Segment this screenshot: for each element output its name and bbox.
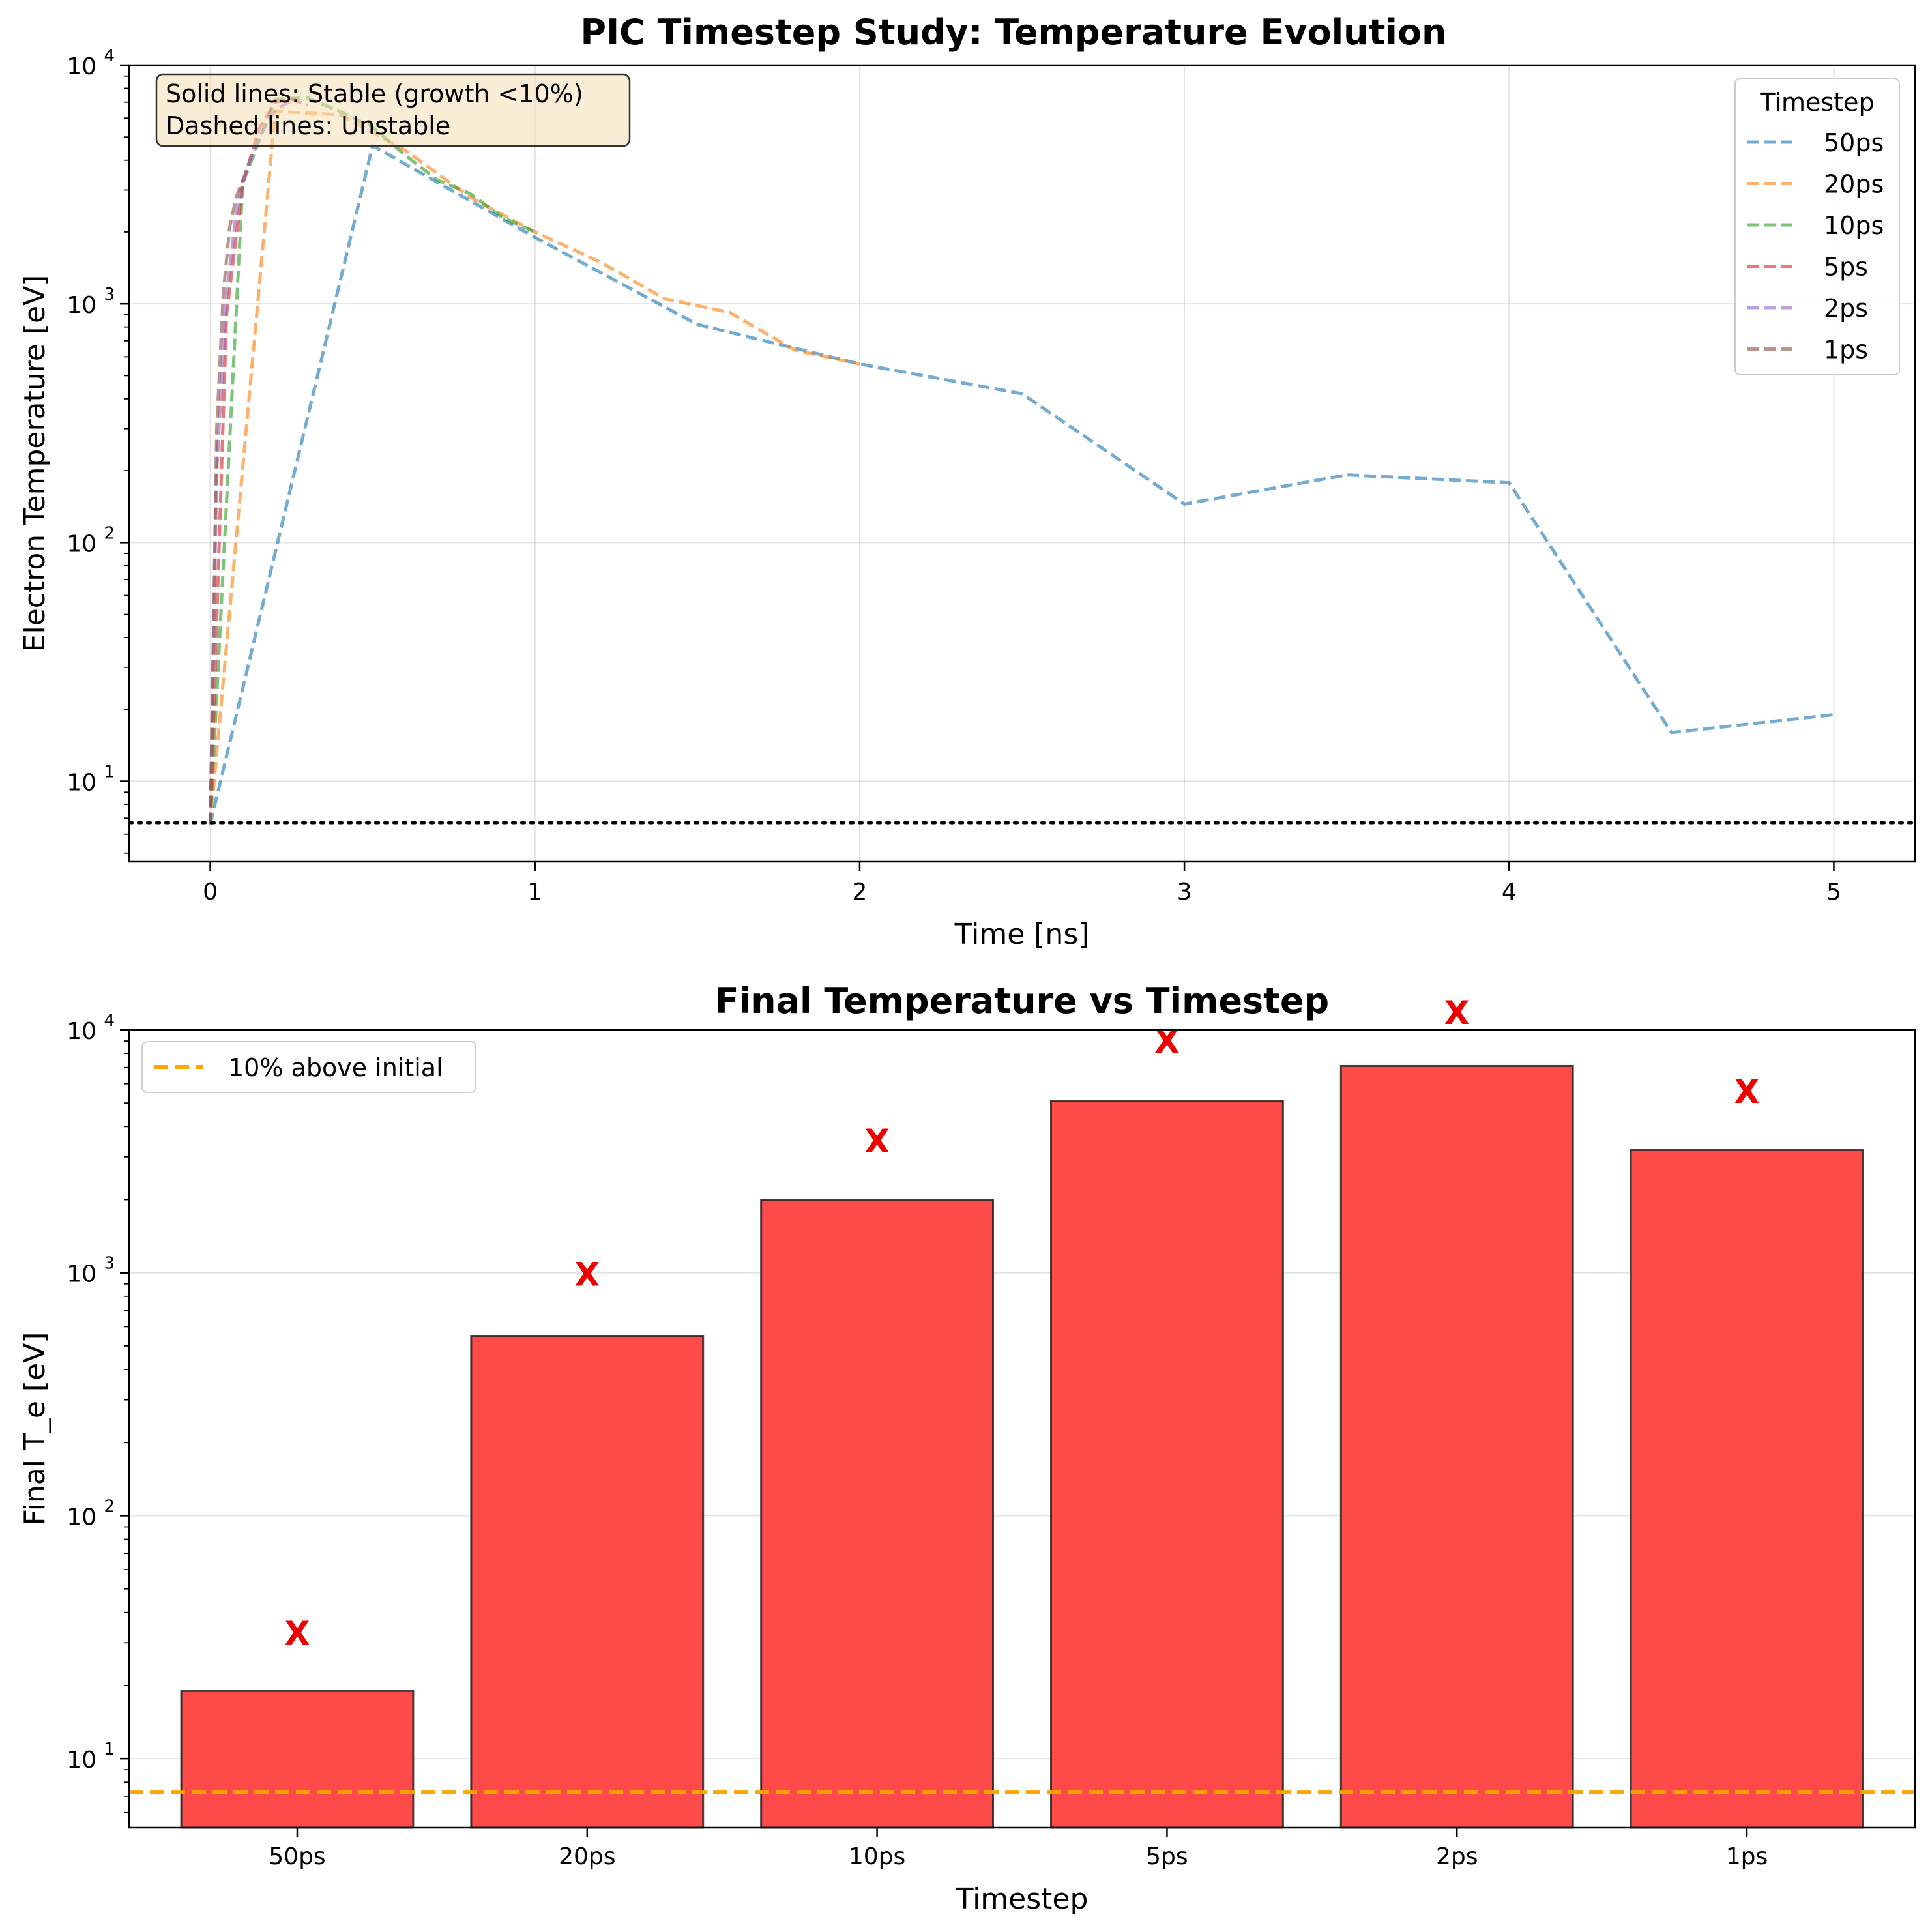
series-line-20ps xyxy=(209,110,860,825)
series-lines xyxy=(209,96,1834,825)
y-tick-label-exponent: 2 xyxy=(104,1497,115,1516)
series-line-1ps xyxy=(209,179,244,825)
x-tick-label: 3 xyxy=(1177,879,1192,905)
legend-label-reference: 10% above initial xyxy=(228,1053,443,1082)
plot-frame xyxy=(128,64,1916,863)
y-axis-label: Electron Temperature [eV] xyxy=(18,275,51,652)
chart-title: PIC Timestep Study: Temperature Evolutio… xyxy=(581,12,1447,53)
x-tick-label: 0 xyxy=(203,879,218,905)
legend-frame xyxy=(1734,78,1900,375)
x-axis-ticks: 0 1 2 3 4 5 xyxy=(203,862,1841,905)
x-tick-label: 2ps xyxy=(1436,1843,1478,1870)
x-axis-ticks: 50ps 20ps 10ps 5ps 2ps 1ps xyxy=(269,1828,1768,1870)
bar-50ps xyxy=(180,1690,415,1829)
x-tick-label: 4 xyxy=(1502,879,1517,905)
y-tick-label-exponent: 4 xyxy=(104,1011,115,1031)
y-tick-label: 10 xyxy=(66,770,96,797)
plot-frame xyxy=(128,1029,1916,1829)
y-axis-ticks: 10 1 10 2 10 3 10 4 xyxy=(66,1011,129,1813)
x-axis-label: Timestep xyxy=(956,1882,1089,1916)
y-axis-ticks: 10 1 10 2 10 3 10 4 xyxy=(66,46,129,854)
legend-label-5ps: 5ps xyxy=(1824,253,1868,282)
y-tick-label-exponent: 3 xyxy=(104,285,115,304)
y-tick-label: 10 xyxy=(66,1261,96,1288)
x-tick-label: 5 xyxy=(1826,879,1841,905)
temperature-evolution-panel: PIC Timestep Study: Temperature Evolutio… xyxy=(18,12,1917,951)
chart-title: Final Temperature vs Timestep xyxy=(715,980,1329,1021)
x-tick-label: 1 xyxy=(527,879,542,905)
legend-title: Timestep xyxy=(1759,88,1874,117)
legend-frame xyxy=(141,1041,476,1093)
x-tick-label: 10ps xyxy=(849,1843,905,1870)
legend-label-10ps: 10ps xyxy=(1824,211,1884,240)
bar-5ps xyxy=(1049,1100,1284,1829)
series-line-5ps xyxy=(209,97,308,825)
marker-20ps: X xyxy=(575,1255,600,1293)
markers: X X X X X X xyxy=(285,994,1760,1652)
marker-1ps: X xyxy=(1734,1073,1760,1111)
legend: 10% above initial xyxy=(141,1041,476,1093)
y-tick-label-exponent: 1 xyxy=(104,763,115,782)
y-tick-label: 10 xyxy=(66,1504,96,1530)
marker-5ps: X xyxy=(1154,1023,1180,1061)
annotation-box: Solid lines: Stable (growth <10%) Dashed… xyxy=(155,73,631,147)
y-tick-label: 10 xyxy=(66,1018,96,1045)
y-tick-label: 10 xyxy=(66,531,96,557)
legend-items: 50ps 20ps 10ps 5ps 2ps 1ps xyxy=(1747,128,1884,364)
annotation-line-unstable: Dashed lines: Unstable xyxy=(166,111,450,140)
y-tick-label-exponent: 3 xyxy=(104,1254,115,1274)
y-tick-label: 10 xyxy=(66,53,96,80)
annotation-background xyxy=(155,73,631,147)
legend-label-2ps: 2ps xyxy=(1824,294,1868,323)
bar-1ps xyxy=(1630,1149,1864,1829)
bars xyxy=(180,1064,1864,1829)
annotation-line-stable: Solid lines: Stable (growth <10%) xyxy=(166,80,583,108)
legend-label-20ps: 20ps xyxy=(1824,170,1884,199)
y-axis-label: Final T_e [eV] xyxy=(18,1332,51,1526)
final-temperature-panel: Final Temperature vs Timestep X X X X X X 50p… xyxy=(18,980,1916,1916)
bar-10ps xyxy=(760,1199,995,1829)
y-tick-label-exponent: 4 xyxy=(104,46,115,66)
bar-2ps xyxy=(1339,1064,1574,1829)
marker-10ps: X xyxy=(864,1122,890,1160)
y-tick-label-exponent: 1 xyxy=(104,1740,115,1759)
x-tick-label: 1ps xyxy=(1726,1843,1768,1870)
bar-20ps xyxy=(470,1334,705,1829)
legend: Timestep 50ps 20ps 10ps 5ps 2ps 1ps xyxy=(1734,78,1900,375)
x-tick-label: 50ps xyxy=(269,1843,325,1870)
y-tick-label-exponent: 2 xyxy=(104,523,115,543)
legend-label-1ps: 1ps xyxy=(1824,336,1868,364)
grid xyxy=(129,65,1915,862)
y-tick-label: 10 xyxy=(66,292,96,319)
x-tick-label: 20ps xyxy=(559,1843,615,1870)
marker-50ps: X xyxy=(285,1615,310,1652)
x-tick-label: 5ps xyxy=(1146,1843,1188,1870)
x-axis-label: Time [ns] xyxy=(954,918,1090,951)
marker-2ps: X xyxy=(1444,994,1470,1032)
series-line-50ps xyxy=(209,144,1834,825)
y-tick-label: 10 xyxy=(66,1747,96,1774)
legend-label-50ps: 50ps xyxy=(1824,128,1884,157)
series-line-10ps xyxy=(209,96,536,825)
x-tick-label: 2 xyxy=(852,879,867,905)
